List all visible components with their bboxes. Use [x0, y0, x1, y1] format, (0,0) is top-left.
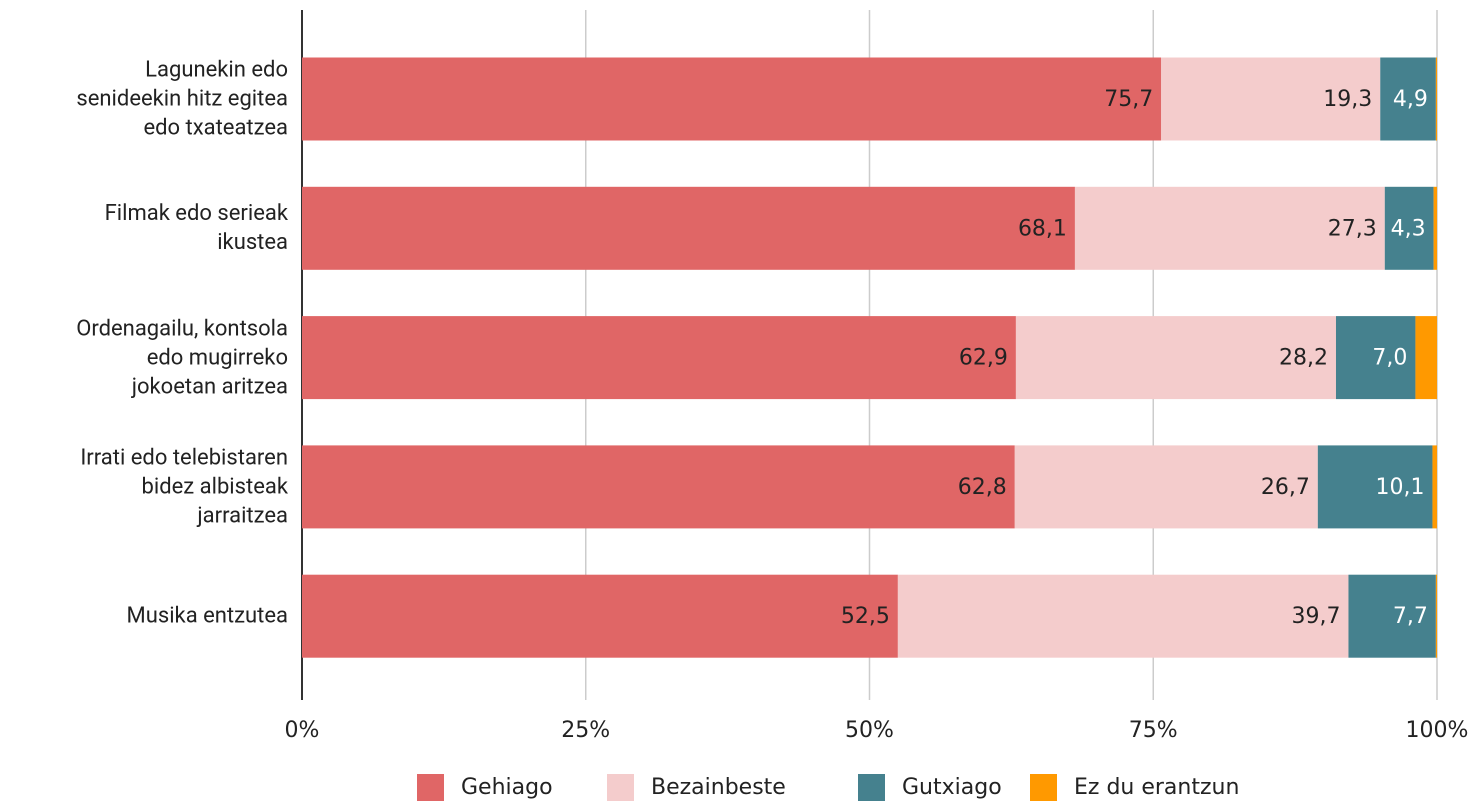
data-label: 26,7 — [1261, 475, 1310, 500]
bar-segment — [1014, 445, 1318, 529]
bar-segment — [1015, 316, 1336, 400]
data-label: 4,9 — [1393, 87, 1428, 112]
data-label: 62,9 — [959, 346, 1008, 371]
data-label: 10,1 — [1375, 475, 1424, 500]
y-tick-label: Lagunekin edo senideekin hitz egitea edo… — [76, 57, 288, 141]
bar-segment — [302, 574, 898, 658]
data-label: 68,1 — [1018, 216, 1067, 241]
y-tick-label: Irrati edo telebistaren bidez albisteak … — [80, 445, 288, 529]
bar-segment — [1435, 574, 1437, 658]
bar-segment — [1432, 445, 1437, 529]
bar-segment — [1074, 186, 1385, 270]
legend-label: Ez du erantzun — [1074, 775, 1239, 800]
bar-segment — [897, 574, 1349, 658]
bar-segment — [302, 57, 1162, 141]
bar-segment — [302, 445, 1015, 529]
y-tick-label: Filmak edo serieak ikustea — [104, 201, 288, 256]
x-tick-label: 0% — [285, 718, 320, 743]
legend-label: Gehiago — [461, 775, 553, 800]
x-tick-label: 75% — [1129, 718, 1178, 743]
legend-label: Bezainbeste — [651, 775, 786, 800]
y-tick-label: Musika entzutea — [126, 603, 289, 629]
bar-segment — [1433, 186, 1437, 270]
legend-swatch — [858, 774, 885, 801]
legend-swatch — [417, 774, 444, 801]
data-label: 52,5 — [841, 604, 890, 629]
x-tick-label: 25% — [561, 718, 610, 743]
x-tick-label: 100% — [1406, 718, 1469, 743]
bar-segment — [1435, 57, 1437, 141]
x-tick-label: 50% — [845, 718, 894, 743]
bar-segment — [1380, 57, 1436, 141]
data-label: 27,3 — [1328, 216, 1377, 241]
bar-segment — [1384, 186, 1434, 270]
data-label: 7,7 — [1393, 604, 1428, 629]
data-label: 28,2 — [1279, 346, 1328, 371]
bar-segment — [1335, 316, 1416, 400]
data-label: 7,0 — [1372, 346, 1407, 371]
data-label: 4,3 — [1391, 216, 1426, 241]
bar-segment — [302, 186, 1075, 270]
bar-segment — [1317, 445, 1433, 529]
data-label: 19,3 — [1323, 87, 1372, 112]
bar-segment — [1348, 574, 1436, 658]
legend-swatch — [1030, 774, 1057, 801]
data-label: 75,7 — [1104, 87, 1153, 112]
y-tick-label: Ordenagailu, kontsola edo mugirreko joko… — [76, 316, 288, 400]
data-label: 39,7 — [1291, 604, 1340, 629]
legend-swatch — [607, 774, 634, 801]
legend-label: Gutxiago — [902, 775, 1002, 800]
bar-segment — [1415, 316, 1437, 400]
bar-segment — [1161, 57, 1381, 141]
bar-segment — [302, 316, 1016, 400]
data-label: 62,8 — [958, 475, 1007, 500]
